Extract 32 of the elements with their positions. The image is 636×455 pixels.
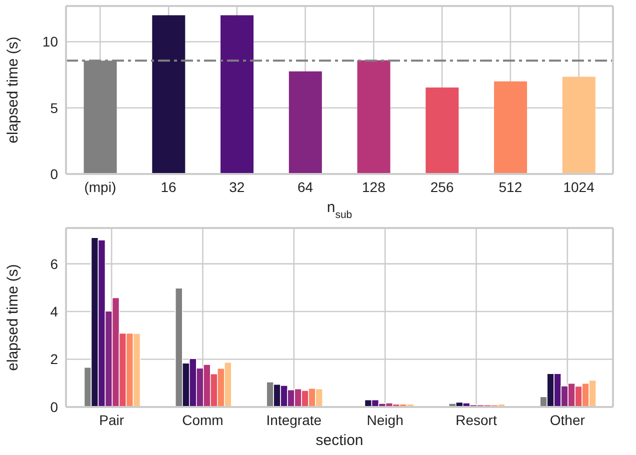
x-tick-label: 128 (362, 178, 386, 195)
x-tick-label: Neigh (366, 412, 404, 428)
bar (494, 81, 528, 174)
x-tick-label: 64 (298, 178, 314, 195)
y-tick-label: 5 (50, 100, 58, 116)
bar (357, 60, 390, 174)
x-tick-label: 16 (160, 178, 177, 195)
bar (426, 87, 459, 174)
x-tick-label: 512 (498, 178, 522, 195)
x-tick-label: Other (550, 412, 586, 428)
x-axis-title: n$_{sub}$ (326, 199, 352, 221)
x-tick-label: 256 (430, 178, 454, 195)
x-tick-label: (mpi) (84, 178, 116, 195)
x-tick-label: Comm (182, 412, 224, 428)
y-tick-label: 2 (50, 351, 58, 368)
bar (220, 15, 254, 174)
x-tick-label: 1024 (563, 178, 595, 195)
y-axis-title: elapsed time (s) (4, 36, 22, 144)
y-tick-label: 6 (50, 256, 58, 272)
x-tick-label: 32 (229, 178, 245, 195)
x-tick-label: Pair (99, 412, 124, 428)
x-tick-label: Resort (456, 412, 497, 428)
x-tick-label: Integrate (266, 412, 322, 428)
y-tick-label: 4 (50, 304, 58, 320)
y-tick-label: 0 (50, 398, 58, 415)
x-axis-title: section (316, 432, 364, 449)
y-axis-title: elapsed time (s) (4, 264, 22, 371)
bar (152, 15, 186, 174)
bar (288, 71, 322, 174)
y-tick-label: 0 (50, 166, 58, 182)
bar (562, 76, 596, 174)
y-tick-label: 10 (42, 34, 58, 50)
